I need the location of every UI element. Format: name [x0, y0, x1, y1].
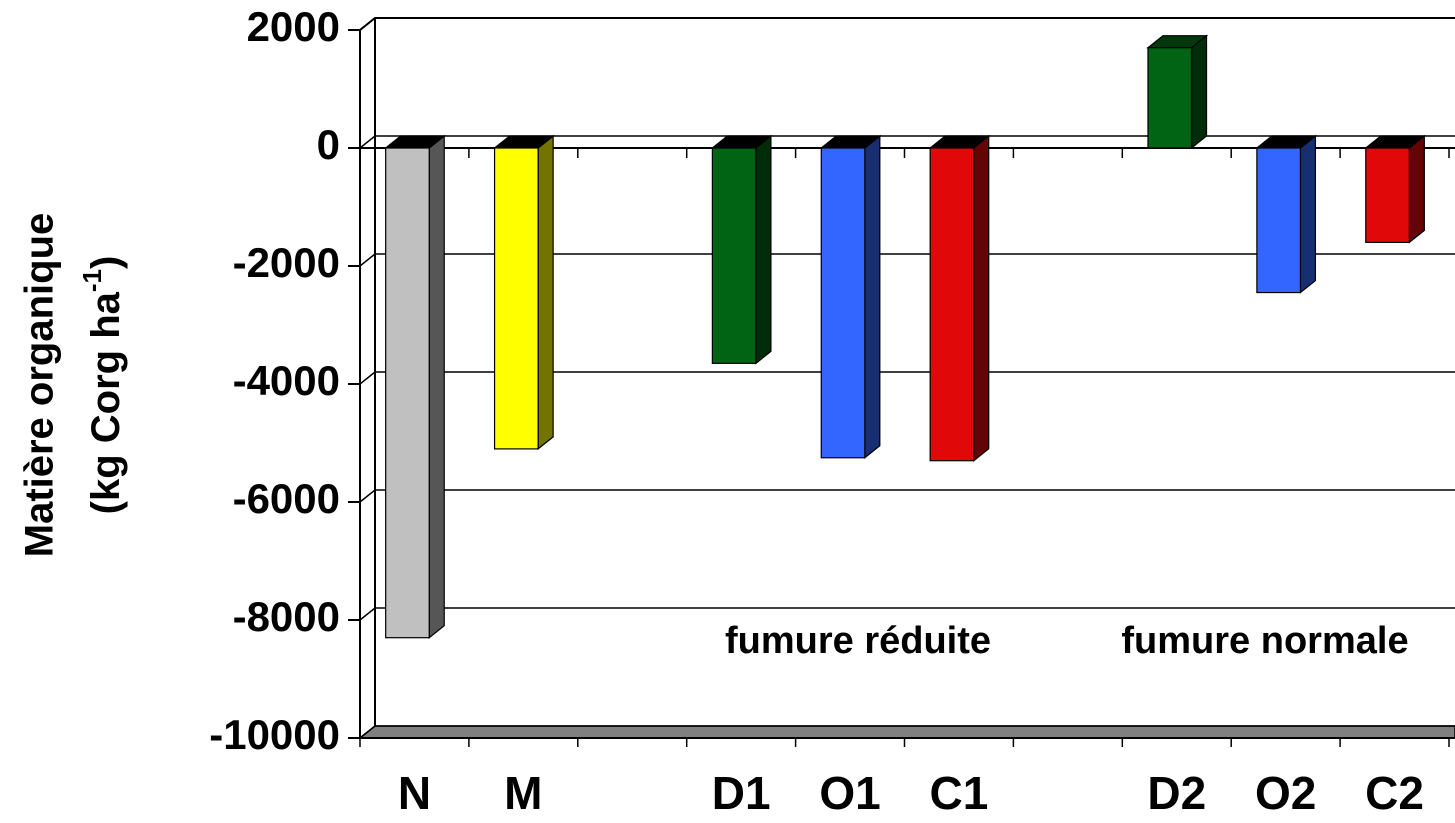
unit-end: )	[84, 256, 128, 269]
grid-line	[359, 253, 1455, 267]
bar	[711, 147, 757, 364]
y-tick-label: -2000	[233, 239, 340, 286]
grid-line	[359, 489, 1455, 503]
y-tick-label: 2000	[247, 3, 340, 50]
bar	[929, 147, 975, 462]
grid-line	[359, 17, 1455, 31]
y-tick-label: -4000	[233, 357, 340, 404]
y-tick-label: 0	[317, 121, 340, 168]
bar	[1256, 147, 1302, 294]
x-tick-label: O1	[819, 767, 880, 819]
grid-line	[359, 607, 1455, 621]
floor	[357, 725, 1455, 739]
grid-line	[359, 135, 1455, 149]
unit-superscript: -1	[77, 269, 107, 292]
bar	[1365, 147, 1410, 244]
y-tick-label: -8000	[233, 593, 340, 640]
y-axis-label: Matière organique	[18, 213, 62, 558]
y-tick-label: -10000	[209, 711, 340, 758]
bar	[820, 147, 866, 459]
x-tick-label: N	[398, 767, 431, 819]
bar-side	[755, 134, 772, 365]
unit-text: (kg Corg ha	[84, 291, 128, 514]
grid-line	[359, 371, 1455, 385]
bar	[1147, 47, 1193, 149]
bar	[385, 147, 430, 639]
bar-side	[864, 134, 881, 459]
y-axis-label-unit: (kg Corg ha-1)	[77, 256, 128, 515]
bar-side	[1408, 134, 1425, 244]
bar-side	[1190, 34, 1208, 150]
bar-side	[973, 134, 990, 462]
x-tick-label: O2	[1255, 767, 1316, 819]
annotation: fumure normale	[1121, 620, 1408, 662]
x-tick-label: D1	[712, 767, 771, 819]
y-tick-label: -6000	[233, 475, 340, 522]
bar-side	[537, 134, 554, 451]
x-tick-label: C2	[1365, 767, 1424, 819]
grid-line	[359, 725, 1455, 739]
bar-side	[1299, 134, 1317, 294]
annotation: fumure réduite	[725, 620, 991, 662]
x-tick-label: D2	[1147, 767, 1206, 819]
x-tick-label: M	[504, 767, 542, 819]
back-wall	[359, 17, 1455, 31]
bar-side	[428, 134, 445, 639]
x-tick-label: C1	[930, 767, 989, 819]
bar	[493, 147, 539, 450]
